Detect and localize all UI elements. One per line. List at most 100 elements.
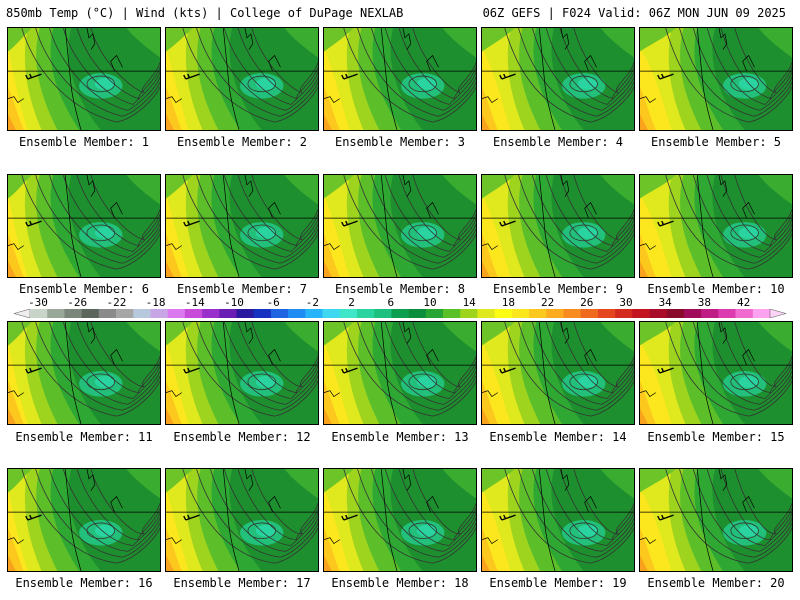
temperature-wind-map bbox=[324, 28, 476, 130]
colorbar-tick-label: 34 bbox=[658, 296, 672, 309]
colorbar-swatch bbox=[150, 309, 168, 318]
colorbar-tick-label: 2 bbox=[348, 296, 355, 309]
ensemble-member-map bbox=[323, 321, 477, 425]
ensemble-member-caption: Ensemble Member: 14 bbox=[489, 430, 627, 444]
ensemble-member-map bbox=[481, 27, 635, 131]
colorbar-swatch bbox=[374, 309, 392, 318]
colorbar-swatch bbox=[597, 309, 616, 318]
colorbar-swatch bbox=[666, 309, 685, 318]
ensemble-member-caption: Ensemble Member: 1 bbox=[18, 135, 150, 149]
colorbar-swatch bbox=[116, 309, 134, 318]
colorbar-swatch bbox=[735, 309, 754, 318]
colorbar-tick-label: 26 bbox=[580, 296, 594, 309]
colorbar-swatch bbox=[253, 309, 272, 318]
ensemble-member-caption: Ensemble Member: 13 bbox=[331, 430, 469, 444]
temperature-wind-map bbox=[166, 28, 318, 130]
colorbar-tick-label: 22 bbox=[540, 296, 555, 309]
ensemble-member-map bbox=[7, 174, 161, 278]
ensemble-member-caption: Ensemble Member: 8 bbox=[334, 282, 466, 296]
temperature-wind-map bbox=[640, 28, 792, 130]
temperature-wind-map bbox=[324, 469, 476, 571]
colorbar-swatch bbox=[219, 309, 237, 318]
colorbar-swatch bbox=[649, 309, 668, 318]
ensemble-member-caption: Ensemble Member: 19 bbox=[489, 576, 627, 590]
colorbar-swatch bbox=[202, 309, 220, 318]
colorbar-swatch bbox=[47, 309, 65, 318]
colorbar-tick-label: -10 bbox=[224, 296, 244, 309]
temperature-wind-map bbox=[166, 469, 318, 571]
ensemble-member-caption: Ensemble Member: 10 bbox=[647, 282, 785, 296]
ensemble-member-caption: Ensemble Member: 15 bbox=[647, 430, 785, 444]
colorbar-swatch bbox=[408, 309, 427, 318]
temperature-wind-map bbox=[324, 175, 476, 277]
colorbar-tick-label: -30 bbox=[28, 296, 48, 309]
ensemble-member-map bbox=[7, 468, 161, 572]
colorbar-swatch bbox=[718, 309, 736, 318]
ensemble-member-map bbox=[639, 174, 793, 278]
colorbar-min-arrow bbox=[14, 309, 31, 318]
temperature-wind-map bbox=[482, 322, 634, 424]
ensemble-member-caption: Ensemble Member: 7 bbox=[176, 282, 308, 296]
colorbar-swatch bbox=[98, 309, 117, 318]
ensemble-member-caption: Ensemble Member: 5 bbox=[650, 135, 782, 149]
temperature-wind-map bbox=[166, 175, 318, 277]
colorbar-tick-label: -14 bbox=[184, 296, 205, 309]
colorbar-tick-label: 18 bbox=[501, 296, 516, 309]
colorbar-swatch bbox=[30, 309, 48, 318]
colorbar-swatch bbox=[494, 309, 513, 318]
temperature-wind-map bbox=[324, 322, 476, 424]
temperature-wind-map bbox=[640, 469, 792, 571]
colorbar-swatch bbox=[391, 309, 409, 318]
temperature-wind-map bbox=[8, 469, 160, 571]
colorbar-swatch bbox=[167, 309, 186, 318]
colorbar-swatch bbox=[305, 309, 323, 318]
ensemble-member-map bbox=[165, 27, 319, 131]
colorbar-tick-label: -26 bbox=[67, 296, 88, 309]
colorbar-tick-label: 14 bbox=[462, 296, 476, 309]
colorbar-tick-label: 30 bbox=[619, 296, 633, 309]
colorbar-tick-label: 6 bbox=[387, 296, 395, 309]
colorbar-swatch bbox=[425, 309, 444, 318]
ensemble-member-map bbox=[639, 468, 793, 572]
ensemble-member-caption: Ensemble Member: 20 bbox=[647, 576, 785, 590]
ensemble-member-caption: Ensemble Member: 11 bbox=[15, 430, 153, 444]
ensemble-member-caption: Ensemble Member: 17 bbox=[173, 576, 311, 590]
colorbar-swatch bbox=[752, 309, 771, 318]
colorbar-swatch bbox=[632, 309, 650, 318]
ensemble-member-map bbox=[323, 468, 477, 572]
ensemble-member-caption: Ensemble Member: 9 bbox=[492, 282, 624, 296]
colorbar-swatch bbox=[546, 309, 564, 318]
colorbar-swatch bbox=[460, 309, 478, 318]
ensemble-member-map bbox=[481, 321, 635, 425]
ensemble-member-map bbox=[481, 174, 635, 278]
temperature-wind-map bbox=[640, 175, 792, 277]
colorbar-tick-label: -6 bbox=[266, 296, 280, 309]
ensemble-member-map bbox=[165, 174, 319, 278]
ensemble-member-caption: Ensemble Member: 3 bbox=[334, 135, 466, 149]
colorbar-swatch bbox=[81, 309, 100, 318]
ensemble-member-caption: Ensemble Member: 4 bbox=[492, 135, 624, 149]
colorbar-swatch bbox=[511, 309, 530, 318]
colorbar-tick-label: 42 bbox=[736, 296, 751, 309]
ensemble-member-caption: Ensemble Member: 6 bbox=[18, 282, 150, 296]
ensemble-member-caption: Ensemble Member: 16 bbox=[15, 576, 153, 590]
ensemble-member-map bbox=[323, 174, 477, 278]
temperature-wind-map bbox=[482, 469, 634, 571]
ensemble-member-map bbox=[639, 27, 793, 131]
ensemble-member-caption: Ensemble Member: 12 bbox=[173, 430, 311, 444]
colorbar-tick-label: -18 bbox=[145, 296, 166, 309]
colorbar-swatch bbox=[288, 309, 306, 318]
ensemble-member-map bbox=[165, 321, 319, 425]
colorbar-swatch bbox=[563, 309, 581, 318]
colorbar-swatch bbox=[322, 309, 341, 318]
colorbar-tick-label: 10 bbox=[423, 296, 437, 309]
ensemble-member-caption: Ensemble Member: 2 bbox=[176, 135, 308, 149]
temperature-wind-map bbox=[8, 175, 160, 277]
colorbar-swatch bbox=[133, 309, 151, 318]
colorbar-tick-label: -22 bbox=[106, 296, 127, 309]
colorbar-tick-label: -2 bbox=[305, 296, 320, 309]
run-valid-time: 06Z GEFS | F024 Valid: 06Z MON JUN 09 20… bbox=[482, 6, 786, 20]
colorbar-swatch bbox=[64, 309, 82, 318]
map-title: 850mb Temp (°C) | Wind (kts) | College o… bbox=[6, 6, 404, 20]
temperature-colorbar bbox=[14, 309, 786, 318]
